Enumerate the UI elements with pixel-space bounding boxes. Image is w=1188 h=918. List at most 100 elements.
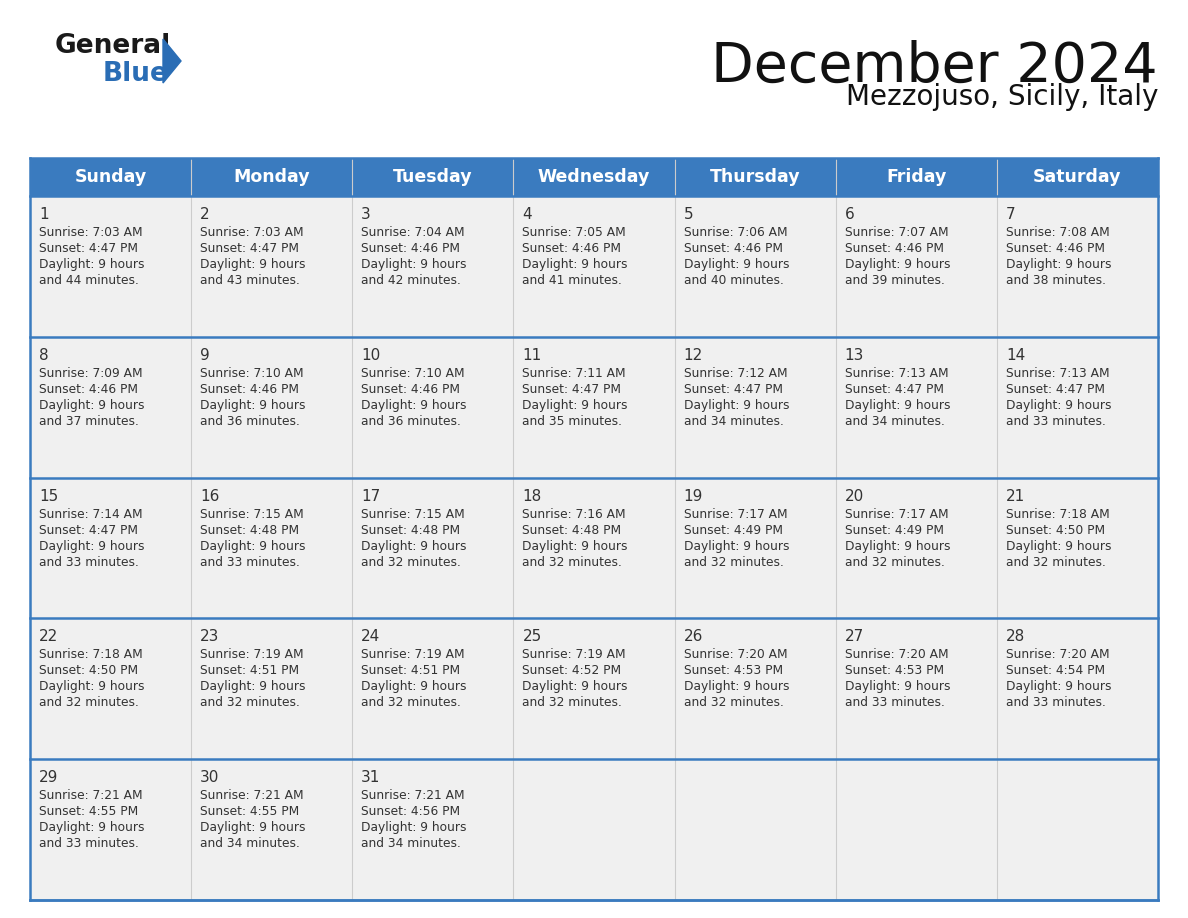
Text: Sunset: 4:47 PM: Sunset: 4:47 PM <box>523 383 621 396</box>
Text: Daylight: 9 hours: Daylight: 9 hours <box>200 822 305 834</box>
Text: Sunrise: 7:05 AM: Sunrise: 7:05 AM <box>523 226 626 239</box>
Text: and 33 minutes.: and 33 minutes. <box>39 837 139 850</box>
Text: Daylight: 9 hours: Daylight: 9 hours <box>200 398 305 412</box>
Text: Daylight: 9 hours: Daylight: 9 hours <box>1006 680 1111 693</box>
Text: Daylight: 9 hours: Daylight: 9 hours <box>683 398 789 412</box>
Text: Sunset: 4:46 PM: Sunset: 4:46 PM <box>361 383 460 396</box>
Text: Sunrise: 7:07 AM: Sunrise: 7:07 AM <box>845 226 948 239</box>
Text: and 33 minutes.: and 33 minutes. <box>39 555 139 568</box>
Text: 5: 5 <box>683 207 693 222</box>
Bar <box>30 158 1158 196</box>
Text: Daylight: 9 hours: Daylight: 9 hours <box>1006 398 1111 412</box>
Text: and 34 minutes.: and 34 minutes. <box>683 415 783 428</box>
Text: Sunrise: 7:13 AM: Sunrise: 7:13 AM <box>1006 367 1110 380</box>
Text: Sunset: 4:55 PM: Sunset: 4:55 PM <box>39 805 138 818</box>
Text: Sunrise: 7:04 AM: Sunrise: 7:04 AM <box>361 226 465 239</box>
Text: Sunset: 4:48 PM: Sunset: 4:48 PM <box>200 523 299 537</box>
Text: Wednesday: Wednesday <box>538 168 650 186</box>
Text: 2: 2 <box>200 207 210 222</box>
Text: and 32 minutes.: and 32 minutes. <box>523 555 623 568</box>
Text: Daylight: 9 hours: Daylight: 9 hours <box>845 398 950 412</box>
Text: Daylight: 9 hours: Daylight: 9 hours <box>39 258 145 271</box>
Text: Sunset: 4:48 PM: Sunset: 4:48 PM <box>523 523 621 537</box>
Text: and 39 minutes.: and 39 minutes. <box>845 274 944 287</box>
Text: Sunrise: 7:15 AM: Sunrise: 7:15 AM <box>200 508 304 521</box>
Text: and 41 minutes.: and 41 minutes. <box>523 274 623 287</box>
Text: Sunset: 4:47 PM: Sunset: 4:47 PM <box>39 242 138 255</box>
Text: Thursday: Thursday <box>710 168 801 186</box>
Text: Sunset: 4:49 PM: Sunset: 4:49 PM <box>683 523 783 537</box>
Text: Sunrise: 7:15 AM: Sunrise: 7:15 AM <box>361 508 465 521</box>
Text: Sunset: 4:51 PM: Sunset: 4:51 PM <box>361 665 461 677</box>
Text: Sunset: 4:47 PM: Sunset: 4:47 PM <box>1006 383 1105 396</box>
Text: Sunrise: 7:03 AM: Sunrise: 7:03 AM <box>39 226 143 239</box>
Text: and 43 minutes.: and 43 minutes. <box>200 274 301 287</box>
Text: 15: 15 <box>39 488 58 504</box>
Text: Sunrise: 7:06 AM: Sunrise: 7:06 AM <box>683 226 788 239</box>
Text: 20: 20 <box>845 488 864 504</box>
Text: Daylight: 9 hours: Daylight: 9 hours <box>39 680 145 693</box>
Text: Sunrise: 7:19 AM: Sunrise: 7:19 AM <box>361 648 465 661</box>
Text: 25: 25 <box>523 630 542 644</box>
Text: Sunrise: 7:18 AM: Sunrise: 7:18 AM <box>39 648 143 661</box>
Text: 13: 13 <box>845 348 864 363</box>
Text: December 2024: December 2024 <box>712 40 1158 94</box>
Text: and 34 minutes.: and 34 minutes. <box>845 415 944 428</box>
Text: Sunset: 4:54 PM: Sunset: 4:54 PM <box>1006 665 1105 677</box>
Text: Sunset: 4:53 PM: Sunset: 4:53 PM <box>683 665 783 677</box>
Text: 21: 21 <box>1006 488 1025 504</box>
Text: 6: 6 <box>845 207 854 222</box>
Text: Sunrise: 7:19 AM: Sunrise: 7:19 AM <box>523 648 626 661</box>
Text: 10: 10 <box>361 348 380 363</box>
Text: and 32 minutes.: and 32 minutes. <box>361 555 461 568</box>
Text: and 34 minutes.: and 34 minutes. <box>361 837 461 850</box>
Text: Sunset: 4:46 PM: Sunset: 4:46 PM <box>523 242 621 255</box>
Text: Daylight: 9 hours: Daylight: 9 hours <box>1006 258 1111 271</box>
Text: Daylight: 9 hours: Daylight: 9 hours <box>39 398 145 412</box>
Text: and 32 minutes.: and 32 minutes. <box>683 555 783 568</box>
Text: Daylight: 9 hours: Daylight: 9 hours <box>683 258 789 271</box>
Text: Sunrise: 7:12 AM: Sunrise: 7:12 AM <box>683 367 788 380</box>
Text: and 32 minutes.: and 32 minutes. <box>1006 555 1106 568</box>
Text: Daylight: 9 hours: Daylight: 9 hours <box>361 398 467 412</box>
Text: and 32 minutes.: and 32 minutes. <box>361 697 461 710</box>
Text: Sunrise: 7:10 AM: Sunrise: 7:10 AM <box>361 367 465 380</box>
Text: Sunrise: 7:13 AM: Sunrise: 7:13 AM <box>845 367 948 380</box>
Text: Sunrise: 7:17 AM: Sunrise: 7:17 AM <box>683 508 788 521</box>
Text: Sunrise: 7:21 AM: Sunrise: 7:21 AM <box>39 789 143 802</box>
Text: 7: 7 <box>1006 207 1016 222</box>
Text: Daylight: 9 hours: Daylight: 9 hours <box>1006 540 1111 553</box>
Text: 8: 8 <box>39 348 49 363</box>
Text: 3: 3 <box>361 207 371 222</box>
Text: Daylight: 9 hours: Daylight: 9 hours <box>845 258 950 271</box>
Text: and 36 minutes.: and 36 minutes. <box>361 415 461 428</box>
Text: 29: 29 <box>39 770 58 785</box>
Text: Daylight: 9 hours: Daylight: 9 hours <box>683 680 789 693</box>
Text: Sunset: 4:46 PM: Sunset: 4:46 PM <box>200 383 299 396</box>
Text: Tuesday: Tuesday <box>393 168 473 186</box>
Text: Daylight: 9 hours: Daylight: 9 hours <box>361 258 467 271</box>
Text: and 32 minutes.: and 32 minutes. <box>39 697 139 710</box>
Text: 28: 28 <box>1006 630 1025 644</box>
Polygon shape <box>163 39 181 83</box>
Text: Sunset: 4:46 PM: Sunset: 4:46 PM <box>845 242 943 255</box>
Text: Daylight: 9 hours: Daylight: 9 hours <box>200 258 305 271</box>
Text: 14: 14 <box>1006 348 1025 363</box>
Text: Daylight: 9 hours: Daylight: 9 hours <box>523 540 628 553</box>
Text: and 32 minutes.: and 32 minutes. <box>523 697 623 710</box>
Text: Sunset: 4:47 PM: Sunset: 4:47 PM <box>39 523 138 537</box>
Text: Sunset: 4:46 PM: Sunset: 4:46 PM <box>39 383 138 396</box>
Text: 1: 1 <box>39 207 49 222</box>
Text: Friday: Friday <box>886 168 947 186</box>
Text: and 37 minutes.: and 37 minutes. <box>39 415 139 428</box>
Text: Saturday: Saturday <box>1034 168 1121 186</box>
Text: 26: 26 <box>683 630 703 644</box>
Text: Sunrise: 7:08 AM: Sunrise: 7:08 AM <box>1006 226 1110 239</box>
Text: Sunset: 4:47 PM: Sunset: 4:47 PM <box>200 242 299 255</box>
Text: 18: 18 <box>523 488 542 504</box>
Text: Sunrise: 7:20 AM: Sunrise: 7:20 AM <box>845 648 948 661</box>
Text: and 32 minutes.: and 32 minutes. <box>200 697 301 710</box>
Text: and 36 minutes.: and 36 minutes. <box>200 415 301 428</box>
Text: and 32 minutes.: and 32 minutes. <box>683 697 783 710</box>
Text: Daylight: 9 hours: Daylight: 9 hours <box>361 680 467 693</box>
